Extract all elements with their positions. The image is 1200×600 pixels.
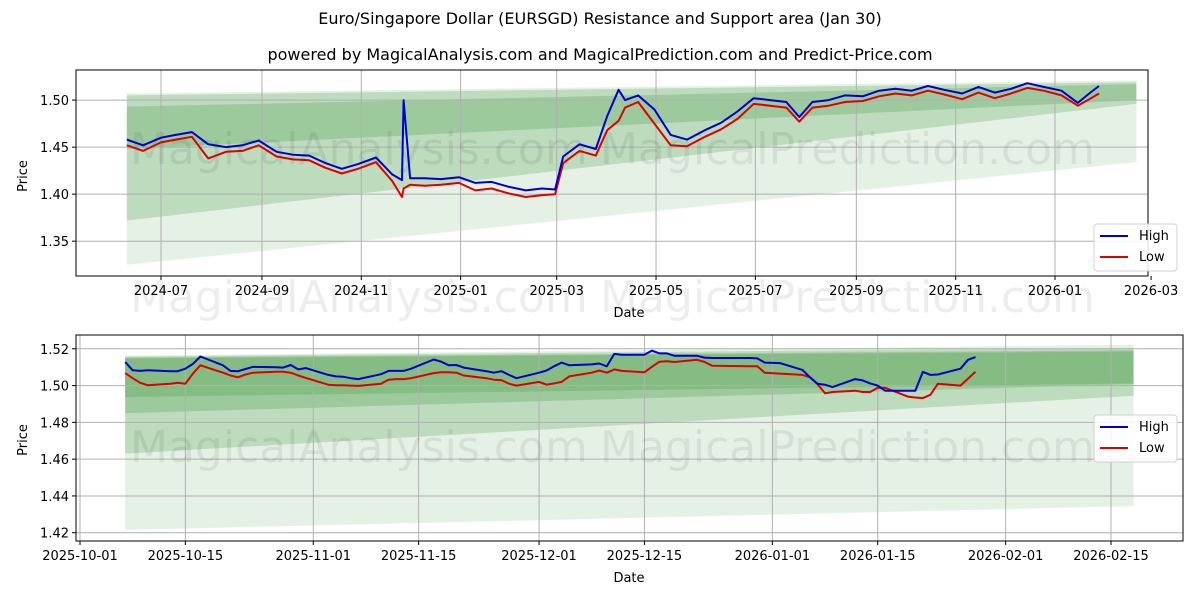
x-tick-label: 2026-01-15: [840, 549, 916, 564]
legend-low-label: Low: [1139, 441, 1165, 456]
x-tick-label: 2025-05: [629, 284, 683, 299]
x-tick-label: 2025-03: [530, 284, 584, 299]
bottom-y-axis-label: Price: [16, 424, 31, 456]
bottom-y-axis: 1.42 1.44 1.46 1.48 1.50 1.52: [40, 343, 76, 542]
top-low-line: [126, 86, 1100, 198]
top-y-axis: 1.35 1.40 1.45 1.50: [40, 94, 76, 250]
top-y-axis-label: Price: [16, 160, 31, 192]
x-tick-label: 2025-12-01: [501, 549, 577, 564]
y-tick-label: 1.44: [40, 490, 69, 505]
x-tick-label: 2025-10-01: [42, 549, 118, 564]
chart-subtitle: powered by MagicalAnalysis.com and Magic…: [267, 45, 933, 64]
y-tick-label: 1.50: [40, 380, 69, 395]
top-x-axis: 2024-07 2024-09 2024-11 2025-01 2025-03 2025-…: [134, 276, 1178, 299]
y-tick-label: 1.46: [40, 453, 69, 468]
band-2: [125, 350, 1134, 414]
x-tick-label: 2026-03: [1124, 284, 1178, 299]
watermark-top-3: MagicalAnalysis.com: [130, 272, 588, 323]
x-tick-label: 2025-01: [433, 284, 487, 299]
watermark-bottom-1: MagicalAnalysis.com: [130, 422, 588, 473]
watermark-bottom-2: MagicalPrediction.com: [600, 422, 1095, 473]
y-tick-label: 1.52: [40, 343, 69, 358]
x-tick-label: 2026-02-01: [968, 549, 1044, 564]
bottom-watermarks: MagicalAnalysis.com MagicalPrediction.co…: [130, 422, 1095, 473]
bottom-axes-frame: [75, 334, 1184, 542]
x-tick-label: 2024-09: [235, 284, 289, 299]
top-high-line: [126, 82, 1100, 192]
bottom-high-line: [124, 349, 976, 392]
top-axes-frame: [75, 69, 1149, 277]
y-tick-label: 1.42: [40, 527, 69, 542]
x-tick-label: 2025-09: [829, 284, 883, 299]
x-tick-label: 2024-11: [334, 284, 388, 299]
legend-high-label: High: [1139, 420, 1169, 435]
bottom-chart-panel: MagicalAnalysis.com MagicalPrediction.co…: [16, 334, 1184, 586]
watermark-top-4: MagicalPrediction.com: [600, 272, 1095, 323]
x-tick-label: 2025-10-15: [148, 549, 224, 564]
x-tick-label: 2026-02-15: [1073, 549, 1149, 564]
top-watermarks: MagicalAnalysis.com MagicalPrediction.co…: [130, 124, 1095, 323]
x-tick-label: 2025-11-01: [276, 549, 352, 564]
bottom-low-line: [124, 358, 977, 400]
y-tick-label: 1.45: [40, 141, 69, 156]
bottom-grid: [76, 335, 1183, 541]
y-tick-label: 1.48: [40, 416, 69, 431]
top-grid: [76, 70, 1148, 276]
x-tick-label: 2025-07: [728, 284, 782, 299]
bottom-legend: High Low: [1093, 414, 1178, 463]
x-tick-label: 2024-07: [134, 284, 188, 299]
legend-low-label: Low: [1139, 250, 1165, 265]
legend-high-label: High: [1139, 229, 1169, 244]
y-tick-label: 1.40: [40, 188, 69, 203]
watermark-top-1: MagicalAnalysis.com: [130, 124, 588, 175]
y-tick-label: 1.35: [40, 235, 69, 250]
bottom-x-axis: 2025-10-01 2025-10-15 2025-11-01 2025-11-15…: [42, 541, 1149, 564]
x-tick-label: 2026-01-01: [735, 549, 811, 564]
x-tick-label: 2025-11-15: [381, 549, 457, 564]
x-tick-label: 2025-12-15: [607, 549, 683, 564]
top-chart-panel: MagicalAnalysis.com MagicalPrediction.co…: [16, 69, 1178, 323]
top-legend: High Low: [1093, 223, 1178, 272]
band-1: [126, 82, 1137, 221]
chart-title: Euro/Singapore Dollar (EURSGD) Resistanc…: [318, 9, 882, 28]
x-tick-label: 2026-01: [1028, 284, 1082, 299]
top-x-axis-label: Date: [613, 306, 644, 321]
x-tick-label: 2025-11: [929, 284, 983, 299]
bottom-x-axis-label: Date: [613, 571, 644, 586]
watermark-top-2: MagicalPrediction.com: [600, 124, 1095, 175]
band-0: [125, 344, 1134, 530]
band-0: [126, 80, 1137, 265]
y-tick-label: 1.50: [40, 94, 69, 109]
